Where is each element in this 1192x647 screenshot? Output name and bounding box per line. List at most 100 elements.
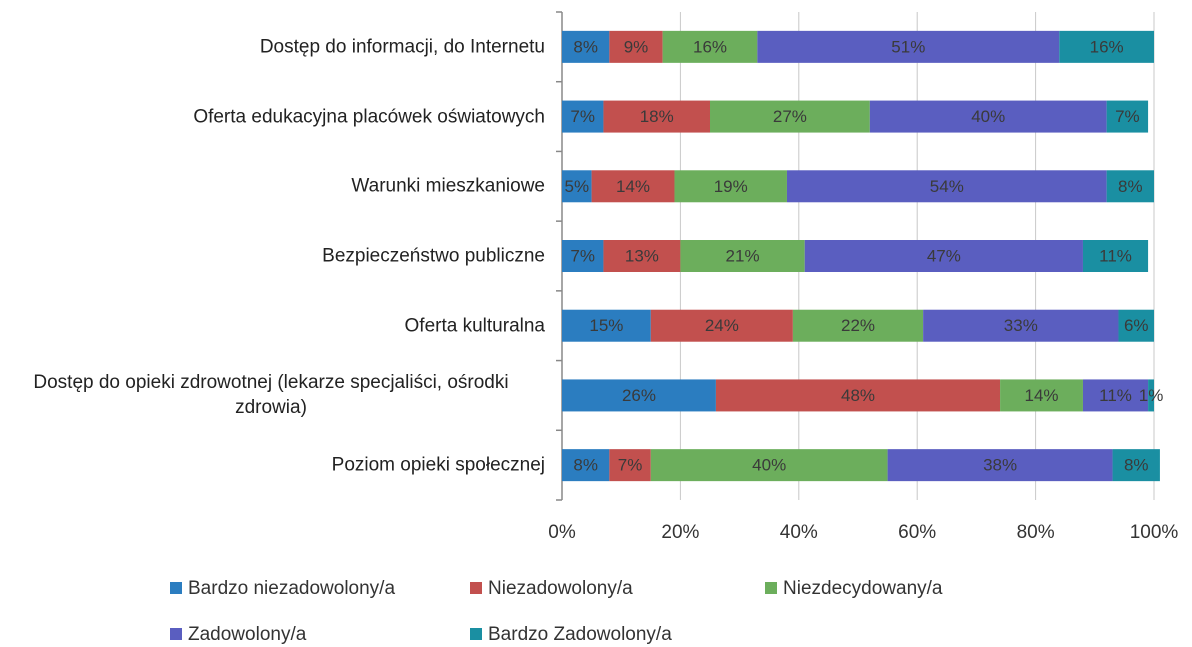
bar-segment (1148, 379, 1154, 412)
bar-segment (562, 240, 604, 272)
legend-label: Bardzo niezadowolony/a (188, 578, 395, 599)
value-label: 47% (927, 246, 961, 265)
bar-segment (680, 240, 805, 272)
value-label: 19% (714, 177, 748, 196)
bar-segment (710, 100, 870, 133)
bar-segment (609, 30, 663, 63)
y-tick-label: Oferta edukacyjna placówek oświatowych (193, 106, 545, 128)
bar-segment (757, 30, 1060, 63)
value-label: 24% (705, 316, 739, 335)
value-label: 6% (1124, 316, 1149, 335)
y-tick-label: Dostęp do opieki zdrowotnej (lekarze spe… (33, 372, 509, 419)
bar-segment (650, 309, 793, 342)
value-label: 14% (616, 177, 650, 196)
bar-segment (562, 379, 716, 412)
value-label: 54% (930, 177, 964, 196)
value-label: 22% (841, 316, 875, 335)
value-label: 38% (983, 456, 1017, 475)
bar-segment (603, 240, 681, 272)
bar-segment (662, 30, 758, 63)
value-label: 8% (1124, 456, 1149, 475)
x-tick-label: 60% (898, 522, 936, 543)
y-tick-label: Oferta kulturalna (404, 315, 545, 337)
category-label-box: Bezpieczeństwo publiczne (0, 244, 545, 269)
bar-segment (674, 170, 787, 203)
value-label: 8% (573, 37, 598, 56)
bar-segment (562, 170, 592, 203)
bar-segment (1106, 170, 1154, 203)
bar-segment (562, 100, 604, 133)
value-label: 8% (573, 456, 598, 475)
legend-swatch (470, 628, 482, 640)
bar-segment (715, 379, 1001, 412)
value-label: 7% (570, 107, 595, 126)
value-label: 8% (1118, 177, 1143, 196)
value-label: 5% (565, 177, 590, 196)
value-label: 16% (693, 37, 727, 56)
bar-segment (562, 449, 610, 482)
legend-label: Niezadowolony/a (488, 578, 633, 599)
bar-segment (603, 100, 710, 133)
value-label: 7% (1115, 107, 1140, 126)
category-label-box: Warunki mieszkaniowe (0, 174, 545, 199)
value-label: 33% (1004, 316, 1038, 335)
value-label: 26% (622, 386, 656, 405)
bar-segment (562, 30, 610, 63)
category-label-box: Dostęp do opieki zdrowotnej (lekarze spe… (0, 370, 545, 420)
bar-segment (1112, 449, 1160, 482)
value-label: 11% (1099, 386, 1132, 405)
legend-label: Zadowolony/a (188, 624, 307, 645)
value-label: 9% (624, 37, 649, 56)
value-label: 15% (589, 316, 623, 335)
bar-segment (1118, 309, 1154, 342)
bar-segment (1000, 379, 1083, 412)
category-label-box: Oferta kulturalna (0, 313, 545, 338)
x-tick-label: 40% (780, 522, 818, 543)
bar-segment (786, 170, 1107, 203)
x-tick-label: 80% (1017, 522, 1055, 543)
value-label: 16% (1090, 37, 1124, 56)
bar-segment (804, 240, 1083, 272)
bar-segment (923, 309, 1119, 342)
x-tick-label: 20% (661, 522, 699, 543)
value-label: 40% (971, 107, 1005, 126)
value-label: 48% (841, 386, 875, 405)
bar-segment (869, 100, 1107, 133)
legend-label: Niezdecydowany/a (783, 578, 943, 599)
value-label: 18% (640, 107, 674, 126)
bar-segment (792, 309, 924, 342)
value-label: 7% (618, 456, 643, 475)
value-label: 13% (625, 246, 659, 265)
bar-segment (591, 170, 675, 203)
legend-swatch (170, 582, 182, 594)
x-tick-label: 100% (1130, 522, 1179, 543)
value-label: 1% (1139, 386, 1164, 405)
legend-label: Bardzo Zadowolony/a (488, 624, 672, 645)
legend-swatch (170, 628, 182, 640)
value-label: 7% (570, 246, 595, 265)
bar-segment (1059, 30, 1154, 63)
y-tick-label: Poziom opieki społecznej (331, 454, 545, 476)
value-label: 11% (1099, 246, 1132, 265)
bar-segment (887, 449, 1113, 482)
bar-segment (1082, 379, 1149, 412)
value-label: 27% (773, 107, 807, 126)
category-label-box: Dostęp do informacji, do Internetu (0, 34, 545, 59)
bar-segment (1082, 240, 1149, 272)
value-label: 40% (752, 456, 786, 475)
value-label: 21% (726, 246, 760, 265)
legend-swatch (470, 582, 482, 594)
category-label-box: Oferta edukacyjna placówek oświatowych (0, 104, 545, 129)
bar-segment (650, 449, 888, 482)
y-tick-label: Bezpieczeństwo publiczne (322, 245, 545, 267)
bar-segment (1106, 100, 1149, 133)
value-label: 51% (891, 37, 925, 56)
bar-segment (609, 449, 651, 482)
legend-swatch (765, 582, 777, 594)
value-label: 14% (1025, 386, 1059, 405)
y-tick-label: Dostęp do informacji, do Internetu (259, 36, 545, 58)
bar-segment (562, 309, 651, 342)
x-tick-label: 0% (548, 522, 576, 543)
